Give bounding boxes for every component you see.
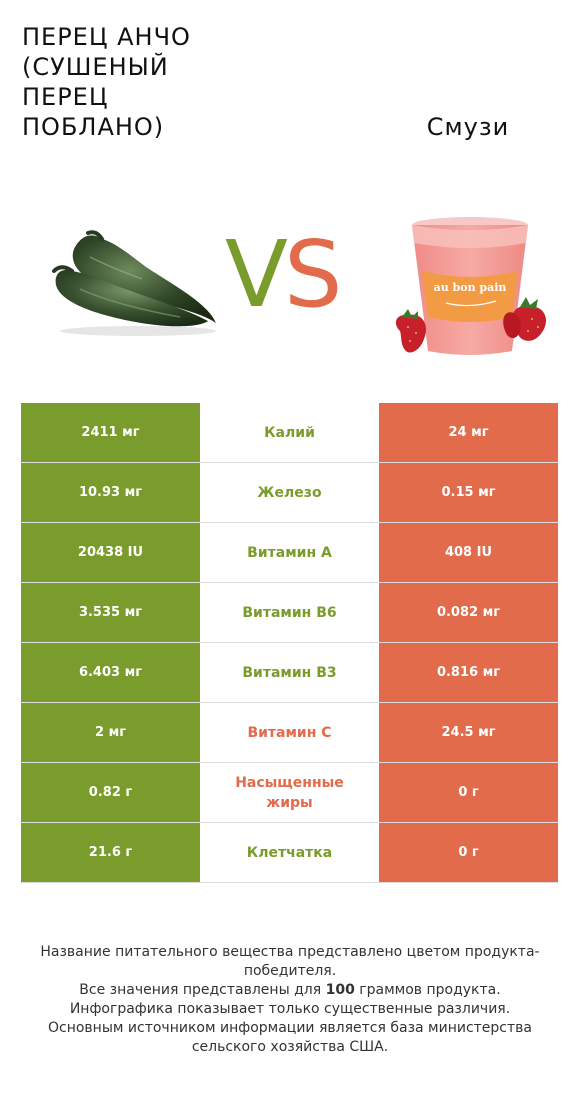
- left-value: 0.82 г: [21, 763, 200, 822]
- strawberry-smoothie-cup-image: au bon pain: [395, 217, 547, 355]
- left-value: 2 мг: [21, 703, 200, 762]
- strawberry-left-icon: [395, 309, 427, 353]
- footer-line-2: Все значения представлены для 100 граммо…: [79, 982, 501, 998]
- table-row: 3.535 мг Витамин B6 0.082 мг: [21, 583, 558, 643]
- left-value: 2411 мг: [21, 403, 200, 462]
- nutrient-name: Насыщенные жиры: [200, 763, 379, 822]
- table-row: 6.403 мг Витамин B3 0.816 мг: [21, 643, 558, 703]
- strawberry-right-icon: [503, 297, 547, 341]
- versus-label: VS: [225, 221, 342, 328]
- nutrient-name: Витамин B6: [200, 583, 379, 642]
- nutrient-name: Железо: [200, 463, 379, 522]
- table-row: 20438 IU Витамин A 408 IU: [21, 523, 558, 583]
- hero-section: VS au bon pain: [0, 205, 580, 365]
- right-value: 0 г: [379, 763, 558, 822]
- table-row: 0.82 г Насыщенные жиры 0 г: [21, 763, 558, 823]
- right-value: 408 IU: [379, 523, 558, 582]
- right-value: 24.5 мг: [379, 703, 558, 762]
- table-row: 2 мг Витамин C 24.5 мг: [21, 703, 558, 763]
- footer-line-1: Название питательного вещества представл…: [40, 944, 540, 979]
- cup-brand-text: au bon pain: [434, 281, 507, 294]
- right-value: 24 мг: [379, 403, 558, 462]
- left-value: 3.535 мг: [21, 583, 200, 642]
- right-value: 0.816 мг: [379, 643, 558, 702]
- footer-notes: Название питательного вещества представл…: [20, 943, 560, 1057]
- footer-line-3: Инфографика показывает только существенн…: [69, 1001, 511, 1017]
- nutrient-name: Витамин C: [200, 703, 379, 762]
- nutrient-name: Клетчатка: [200, 823, 379, 882]
- left-value: 6.403 мг: [21, 643, 200, 702]
- footer-line-4: Основным источником информации является …: [48, 1020, 532, 1055]
- left-product-title: Перец анчо (сушеный перец поблано): [22, 23, 191, 141]
- left-value: 20438 IU: [21, 523, 200, 582]
- dried-poblano-pepper-image: [52, 230, 216, 336]
- right-value: 0.082 мг: [379, 583, 558, 642]
- right-value: 0 г: [379, 823, 558, 882]
- comparison-table: 2411 мг Калий 24 мг 10.93 мг Железо 0.15…: [21, 403, 558, 883]
- left-value: 10.93 мг: [21, 463, 200, 522]
- nutrient-name: Витамин B3: [200, 643, 379, 702]
- nutrient-name: Витамин A: [200, 523, 379, 582]
- right-product-title: Смузи: [426, 113, 510, 141]
- table-row: 21.6 г Клетчатка 0 г: [21, 823, 558, 883]
- left-value: 21.6 г: [21, 823, 200, 882]
- table-row: 10.93 мг Железо 0.15 мг: [21, 463, 558, 523]
- nutrient-name: Калий: [200, 403, 379, 462]
- table-row: 2411 мг Калий 24 мг: [21, 403, 558, 463]
- right-value: 0.15 мг: [379, 463, 558, 522]
